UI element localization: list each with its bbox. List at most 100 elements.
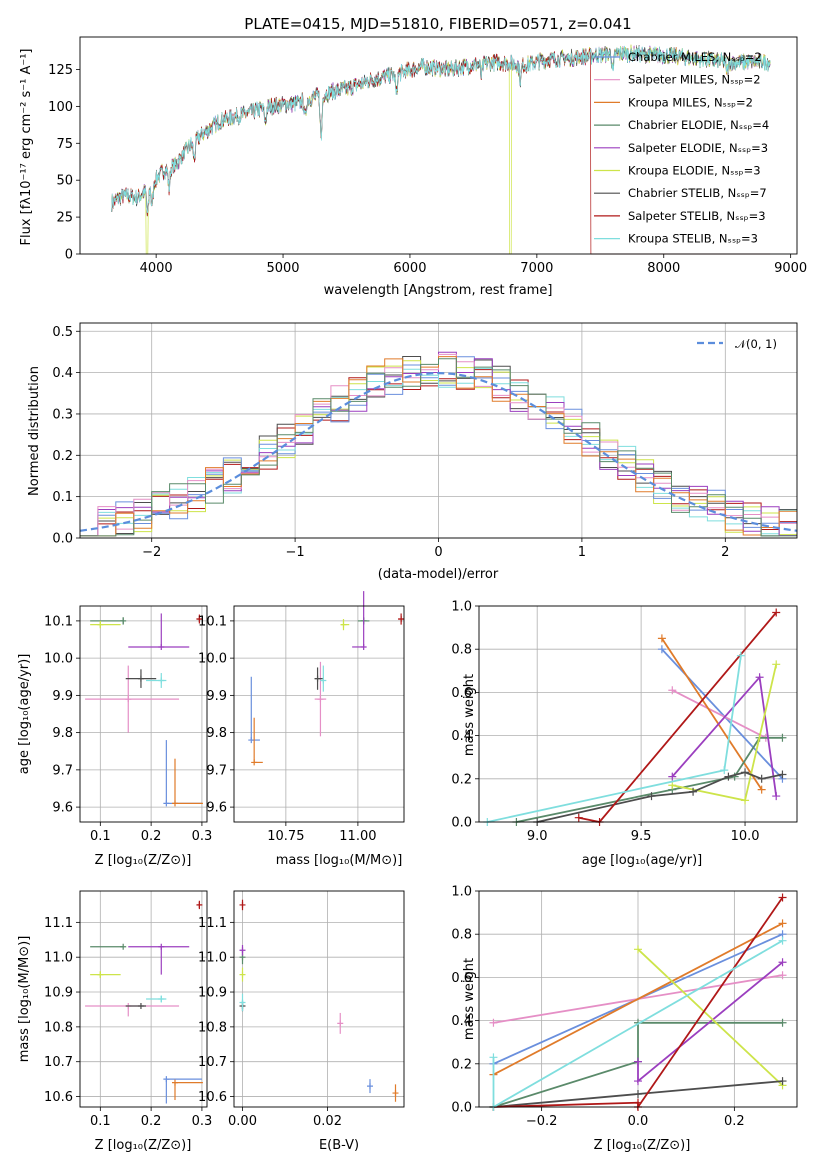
agez-point-krouELODIE	[97, 621, 104, 628]
wage-ytick-label: 1.0	[451, 600, 472, 615]
wage-marker-krouSTELIB	[736, 651, 745, 660]
spectrum-xtick-label: 6000	[393, 261, 426, 276]
wz-ytick-label: 0.4	[451, 1014, 472, 1029]
wage-ytick-label: 0.0	[451, 816, 472, 831]
residual-xtick-label: −1	[286, 545, 305, 560]
massebv-point-krouSTELIB	[239, 999, 246, 1006]
spectrum-legend-label: Salpeter STELIB, Nₛₛₚ=3	[628, 209, 766, 223]
massz-ytick-label: 11.1	[44, 916, 73, 931]
wz-xtick-label: −0.2	[526, 1114, 558, 1129]
normal-curve	[79, 371, 798, 532]
agez-point-salpELODIE	[158, 643, 165, 650]
wz-ytick-label: 1.0	[451, 885, 472, 900]
massebv-frame	[233, 890, 405, 1108]
massebv-point-salpELODIE	[239, 947, 246, 954]
massebv-xtick-label: 0.00	[228, 1114, 257, 1129]
massebv-ytick-label: 10.9	[198, 986, 227, 1001]
weight-age-panel: 9.0 9.5 10.0 0.0 0.2 0.4 0.6 0.8 1.0	[451, 600, 798, 844]
residual-panel: −2 −1 0 1 2 0.0 0.1 0.2 0.3 0.4 0.5 𝒩(0, 1)	[52, 322, 798, 560]
massz-point-chabSTELIB	[137, 1002, 144, 1009]
wz-ylabel: mass weight	[462, 958, 477, 1040]
spectrum-ytick-label: 125	[48, 63, 73, 78]
mass-z-panel: 0.1 0.2 0.3 10.6 10.7 10.8 10.9 11.0 11.1	[44, 890, 212, 1129]
agez-point-chabMILES	[163, 800, 170, 807]
wz-marker-salpSTELIB	[778, 893, 787, 902]
wage-marker-chabSTELIB	[647, 792, 656, 801]
residual-frame	[79, 322, 798, 539]
wage-marker-krouMILES	[657, 634, 666, 643]
massebv-xtick-label: 0.02	[313, 1114, 342, 1129]
wage-marker-salpSTELIB	[772, 608, 781, 617]
massebv-ytick-label: 10.8	[198, 1020, 227, 1035]
agez-ylabel: age [log₁₀(age/yr)]	[17, 654, 32, 775]
agez-point-krouSTELIB	[158, 677, 165, 684]
residual-hist-chabELODIE	[80, 358, 797, 537]
wz-xtick-label: 0.0	[628, 1114, 649, 1129]
agemass-ytick-label: 9.8	[206, 726, 227, 741]
agez-point-salpMILES	[125, 696, 132, 703]
spectrum-panel: 4000 5000 6000 7000 8000 9000 0 25 50 75 100 125 Cha…	[48, 36, 807, 276]
spectrum-xtick-label: 7000	[520, 261, 553, 276]
wz-ytick-label: 0.2	[451, 1057, 472, 1072]
massz-xlabel: Z [log₁₀(Z/Z⊙)]	[95, 1138, 192, 1153]
wage-marker-krouELODIE	[772, 660, 781, 669]
spectrum-frame	[79, 36, 798, 255]
massebv-point-krouELODIE	[239, 971, 246, 978]
spectrum-legend-label: Kroupa MILES, Nₛₛₚ=2	[628, 95, 753, 109]
massz-ylabel: mass [log₁₀(M/M⊙)]	[17, 936, 32, 1063]
massebv-ytick-label: 10.7	[198, 1055, 227, 1070]
wage-marker-krouELODIE	[741, 796, 750, 805]
massz-point-salpSTELIB	[196, 901, 203, 908]
wage-marker-chabSTELIB	[689, 787, 698, 796]
agemass-point-chabMILES	[248, 737, 255, 744]
massz-ytick-label: 11.0	[44, 951, 73, 966]
massz-xtick-label: 0.2	[141, 1114, 162, 1129]
wage-xtick-label: 10.0	[731, 829, 760, 844]
wz-marker-chabSTELIB	[778, 1077, 787, 1086]
massebv-point-salpMILES	[337, 1020, 344, 1027]
massebv-point-salpSTELIB	[239, 901, 246, 908]
agez-xtick-label: 0.2	[141, 829, 162, 844]
wage-ylabel: mass weight	[462, 674, 477, 756]
residual-xtick-label: −2	[142, 545, 161, 560]
wz-line-salpELODIE	[637, 961, 784, 1084]
spectrum-legend-label: Salpeter ELODIE, Nₛₛₚ=3	[628, 141, 768, 155]
wz-ytick-label: 0.0	[451, 1101, 472, 1116]
wage-ytick-label: 0.6	[451, 686, 472, 701]
spectrum-legend-label: Salpeter MILES, Nₛₛₚ=2	[628, 73, 761, 87]
agemass-point-krouMILES	[251, 759, 258, 766]
agemass-xtick-label: 10.75	[267, 829, 304, 844]
massebv-xlabel: E(B-V)	[319, 1138, 359, 1153]
massebv-ytick-label: 11.0	[198, 951, 227, 966]
agemass-point-salpSTELIB	[398, 616, 405, 623]
residual-ytick-label: 0.3	[52, 407, 73, 422]
spectrum-ytick-label: 25	[56, 211, 73, 226]
agemass-point-salpELODIE	[360, 643, 367, 650]
spectrum-ytick-label: 0	[65, 248, 73, 263]
residual-ytick-label: 0.5	[52, 325, 73, 340]
wage-marker-salpELODIE	[668, 772, 677, 781]
wz-ytick-label: 0.8	[451, 928, 472, 943]
wz-ytick-label: 0.6	[451, 971, 472, 986]
wage-marker-chabELODIE	[778, 733, 787, 742]
massz-ytick-label: 10.9	[44, 986, 73, 1001]
wz-marker-krouSTELIB	[489, 1053, 498, 1062]
agemass-frame	[233, 605, 405, 823]
residual-ytick-label: 0.2	[52, 449, 73, 464]
massz-frame	[79, 890, 208, 1108]
agemass-point-salpMILES	[317, 696, 324, 703]
spectrum-ytick-label: 75	[56, 137, 73, 152]
residual-xtick-label: 0	[434, 545, 442, 560]
wage-marker-salpELODIE	[772, 792, 781, 801]
massz-point-krouSTELIB	[158, 996, 165, 1002]
wz-marker-salpELODIE	[634, 1057, 642, 1066]
agemass-xtick-label: 11.00	[339, 829, 376, 844]
wage-xtick-label: 9.0	[527, 829, 548, 844]
spectrum-ytick-label: 50	[56, 174, 73, 189]
wz-marker-salpELODIE	[778, 958, 787, 967]
wz-marker-salpELODIE	[634, 1077, 642, 1086]
wage-line-krouSTELIB	[487, 655, 742, 823]
wz-frame	[478, 890, 798, 1108]
agez-xtick-label: 0.3	[192, 829, 213, 844]
